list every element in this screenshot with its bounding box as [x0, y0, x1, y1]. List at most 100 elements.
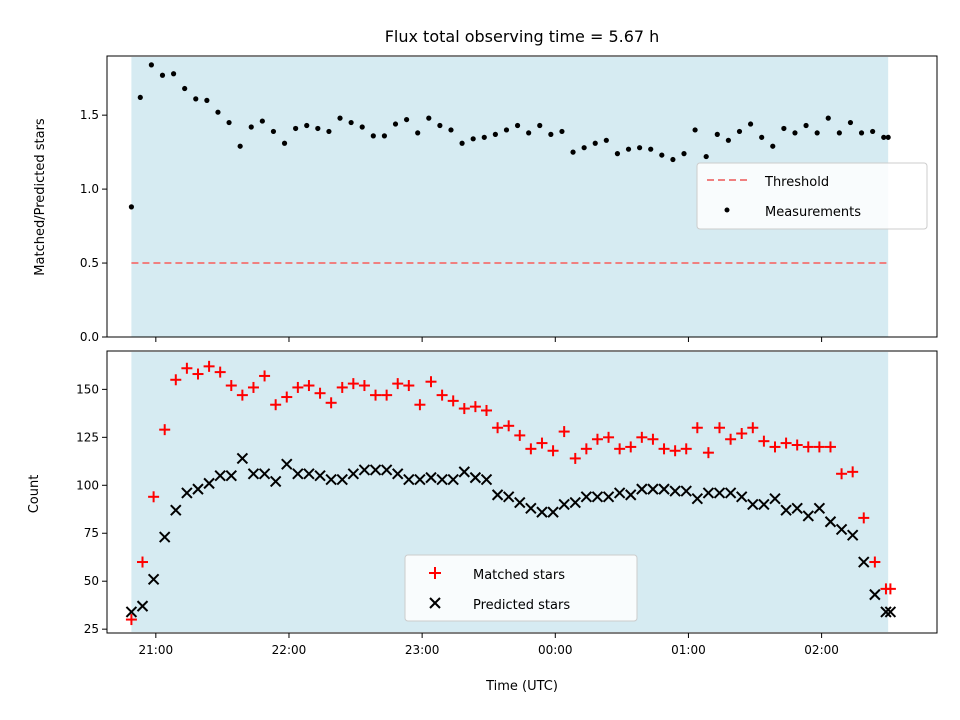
predicted-star-stroke [181, 487, 193, 499]
predicted-star-stroke [225, 469, 237, 482]
predicted-star-stroke [658, 483, 670, 495]
predicted-star-stroke [869, 588, 881, 601]
predicted-star-point [602, 491, 615, 503]
predicted-star-stroke [281, 458, 293, 470]
predicted-star-point [502, 491, 515, 503]
predicted-star-point [536, 506, 548, 518]
predicted-star-point [225, 469, 237, 482]
matched-star-point [370, 389, 382, 401]
predicted-star-stroke [758, 498, 770, 511]
predicted-star-stroke [613, 487, 626, 499]
matched-star-point [225, 380, 237, 392]
measurement-point [170, 71, 177, 77]
predicted-star-point [858, 556, 870, 568]
predicted-star-stroke [347, 468, 360, 480]
measurement-point [725, 137, 731, 143]
predicted-star-point [636, 483, 648, 495]
predicted-star-point [525, 502, 537, 515]
matched-star-point [525, 443, 537, 455]
predicted-star-point [780, 504, 792, 516]
measurement-point [803, 122, 809, 129]
measurement-point [648, 146, 654, 152]
top-y-tick-label: 1.0 [80, 182, 99, 196]
legend-threshold-label: Threshold [764, 175, 829, 190]
predicted-star-point [491, 489, 504, 501]
matched-star-point [725, 433, 737, 445]
bottom-y-tick-label: 150 [76, 382, 99, 396]
top-legend: Threshold Measurements [696, 162, 928, 230]
predicted-star-point [669, 485, 681, 497]
predicted-star-stroke [591, 491, 604, 503]
matched-star-point [614, 443, 626, 455]
top-axes-frame [106, 55, 938, 338]
predicted-star-stroke [636, 483, 648, 495]
measurement-point [847, 119, 854, 126]
top-y-tick-label: 1.5 [80, 108, 99, 122]
bottom-y-axis-label: Count [27, 475, 42, 514]
predicted-star-stroke [380, 464, 393, 476]
predicted-star-point [292, 468, 304, 480]
legend-predicted-label: Predicted stars [473, 598, 570, 613]
matched-star-point [580, 443, 592, 455]
predicted-star-stroke [458, 466, 471, 478]
predicted-star-point [314, 469, 326, 482]
measurement-point [659, 152, 665, 158]
predicted-star-point [425, 471, 437, 484]
predicted-star-point [658, 483, 670, 495]
measurement-point [281, 140, 288, 146]
matched-star-point [802, 441, 814, 453]
predicted-star-stroke [580, 491, 593, 503]
measurement-point [559, 128, 565, 135]
predicted-star-stroke [625, 489, 637, 501]
predicted-star-point [458, 466, 471, 478]
matched-star-point [536, 437, 548, 449]
matched-star-point [603, 431, 615, 443]
predicted-star-point [447, 473, 459, 486]
matched-star-point [392, 378, 404, 390]
predicted-star-point [813, 502, 826, 515]
predicted-star-stroke [147, 573, 160, 585]
matched-star-point [647, 433, 659, 445]
matched-star-point [547, 445, 559, 457]
measurement-point [315, 125, 321, 132]
predicted-star-stroke [514, 496, 526, 509]
measurement-point [159, 72, 166, 78]
predicted-star-point [469, 471, 482, 484]
matched-star-point [347, 378, 359, 390]
predicted-star-point [136, 600, 149, 612]
matched-star-point [780, 437, 792, 449]
measurement-point [470, 136, 476, 142]
predicted-star-stroke [403, 473, 415, 486]
measurement-point [492, 131, 498, 137]
matched-star-point [669, 445, 681, 457]
matched-star-point [625, 441, 637, 453]
predicted-star-point [325, 473, 337, 486]
predicted-star-point [158, 531, 171, 543]
measurement-point [770, 143, 776, 149]
measurement-point [381, 133, 388, 139]
predicted-star-point [691, 493, 704, 505]
predicted-star-stroke [669, 485, 681, 497]
matched-star-point [414, 399, 426, 411]
predicted-star-point [558, 498, 570, 511]
measurement-point [736, 128, 743, 135]
bottom-y-tick-label: 125 [76, 430, 99, 444]
measurement-point [548, 131, 554, 137]
legend-measurements-swatch [724, 207, 730, 213]
predicted-star-point [203, 477, 215, 490]
predicted-star-stroke [258, 468, 271, 480]
matched-star-point [714, 422, 726, 434]
measurement-point [503, 127, 510, 133]
bottom-y-tick-label: 25 [84, 622, 99, 636]
predicted-star-stroke [314, 469, 326, 482]
measurement-point [747, 121, 754, 127]
bottom-y-tick-label: 75 [84, 526, 99, 540]
predicted-star-point [880, 606, 892, 618]
matched-star-point [791, 439, 803, 451]
predicted-star-stroke [269, 475, 282, 488]
predicted-star-point [514, 496, 526, 509]
predicted-star-stroke [702, 487, 715, 499]
top-x-ticks [155, 337, 823, 342]
x-tick-label: 23:00 [405, 643, 440, 657]
predicted-star-point [392, 468, 404, 480]
